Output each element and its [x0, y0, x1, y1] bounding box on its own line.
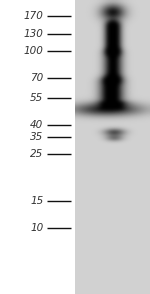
Text: 15: 15 [30, 196, 44, 206]
Text: 130: 130 [24, 29, 44, 39]
Text: 170: 170 [24, 11, 44, 21]
Text: 70: 70 [30, 73, 44, 83]
Text: 40: 40 [30, 120, 44, 130]
Text: 55: 55 [30, 93, 44, 103]
Text: 10: 10 [30, 223, 44, 233]
Text: 100: 100 [24, 46, 44, 56]
Text: 25: 25 [30, 149, 44, 159]
Text: 35: 35 [30, 132, 44, 142]
